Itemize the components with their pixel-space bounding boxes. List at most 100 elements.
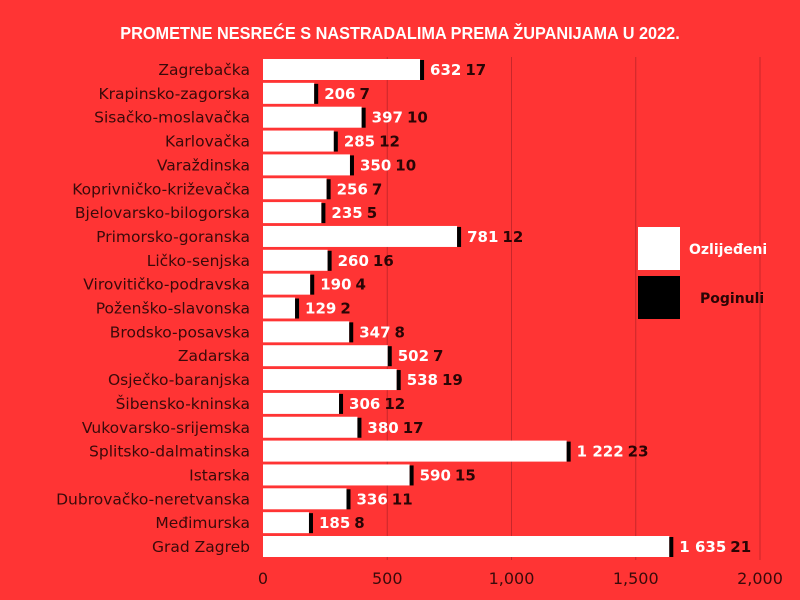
value-label-ozlijedeni: 260: [338, 252, 369, 270]
value-label-poginuli: 21: [730, 538, 751, 556]
value-label-poginuli: 7: [372, 180, 382, 198]
category-label: Vukovarsko-srijemska: [82, 419, 250, 437]
category-label: Sisačko-moslavačka: [94, 109, 250, 127]
bar-ozlijedeni: [263, 512, 309, 534]
category-label: Splitsko-dalmatinska: [89, 443, 250, 461]
x-tick-label: 1,000: [489, 569, 535, 588]
legend: Ozlijeđeni Poginuli: [638, 227, 767, 319]
value-label-ozlijedeni: 206: [324, 85, 355, 103]
bar-poginuli: [327, 250, 332, 271]
bar-ozlijedeni: [263, 464, 410, 486]
bar-poginuli: [321, 203, 326, 224]
category-label: Međimurska: [155, 514, 250, 532]
category-label: Grad Zagreb: [152, 538, 250, 556]
value-label-ozlijedeni: 781: [467, 228, 498, 246]
category-label: Ličko-senjska: [147, 252, 250, 270]
category-label: Istarska: [189, 466, 250, 484]
value-label-poginuli: 23: [628, 443, 649, 461]
legend-swatch-poginuli: [638, 276, 680, 319]
legend-label-ozlijedeni: Ozlijeđeni: [689, 242, 767, 258]
value-label-poginuli: 16: [373, 252, 394, 270]
bar-ozlijedeni: [263, 130, 334, 152]
value-label-poginuli: 17: [403, 419, 424, 437]
category-label: Dubrovačko-neretvanska: [56, 490, 250, 508]
value-label-poginuli: 19: [442, 371, 463, 389]
category-label: Brodsko-posavska: [110, 323, 250, 341]
bar-poginuli: [457, 226, 462, 247]
bar-ozlijedeni: [263, 154, 350, 176]
category-label: Varaždinska: [157, 156, 250, 174]
value-label-ozlijedeni: 1 635: [679, 538, 726, 556]
bar-ozlijedeni: [263, 178, 327, 200]
value-label-ozlijedeni: 256: [337, 180, 368, 198]
value-label-poginuli: 12: [502, 228, 523, 246]
legend-swatch-ozlijedeni: [638, 227, 680, 270]
category-labels: Zagrebačka Krapinsko-zagorska Sisačko-mosl…: [56, 61, 250, 556]
bar-poginuli: [295, 298, 300, 319]
bar-ozlijedeni: [263, 106, 362, 128]
bar-ozlijedeni: [263, 273, 311, 295]
bar-ozlijedeni: [263, 392, 340, 414]
category-label: Šibensko-kninska: [116, 394, 250, 413]
bar-poginuli: [420, 60, 425, 80]
category-label: Primorsko-goranska: [96, 228, 250, 246]
x-tick-label: 0: [258, 569, 268, 588]
value-label-poginuli: 10: [395, 156, 416, 174]
value-label-poginuli: 11: [392, 490, 413, 508]
bar-poginuli: [346, 489, 351, 510]
category-label: Koprivničko-križevačka: [72, 180, 250, 198]
value-label-ozlijedeni: 235: [331, 204, 362, 222]
bar-ozlijedeni: [263, 225, 458, 247]
value-label-poginuli: 4: [356, 276, 366, 294]
category-label: Zagrebačka: [158, 61, 250, 79]
value-label-poginuli: 7: [360, 85, 370, 103]
bar-ozlijedeni: [263, 249, 328, 271]
gridlines: [386, 57, 761, 560]
bar-poginuli: [349, 322, 354, 343]
bar-ozlijedeni: [263, 82, 315, 104]
bar-poginuli: [357, 417, 362, 438]
value-label-ozlijedeni: 538: [407, 371, 438, 389]
bar-poginuli: [349, 155, 354, 176]
bars: [263, 59, 674, 557]
bar-ozlijedeni: [263, 416, 358, 438]
value-label-poginuli: 8: [354, 514, 364, 532]
legend-label-poginuli: Poginuli: [700, 291, 764, 307]
x-tick-label: 1,500: [613, 569, 659, 588]
category-label: Virovitičko-podravska: [83, 276, 250, 294]
x-tick-label: 500: [372, 569, 403, 588]
value-label-poginuli: 17: [465, 61, 486, 79]
category-label: Osječko-baranjska: [108, 371, 250, 389]
bar-ozlijedeni: [263, 202, 322, 224]
value-label-ozlijedeni: 347: [359, 323, 390, 341]
bar-poginuli: [310, 274, 315, 295]
value-label-poginuli: 12: [384, 395, 405, 413]
bar-ozlijedeni: [263, 321, 350, 343]
category-label: Karlovačka: [165, 133, 250, 151]
value-label-ozlijedeni: 590: [420, 466, 451, 484]
value-label-poginuli: 8: [395, 323, 405, 341]
category-label: Zadarska: [178, 347, 250, 365]
bar-ozlijedeni: [263, 440, 567, 462]
value-label-ozlijedeni: 306: [349, 395, 380, 413]
value-label-ozlijedeni: 285: [344, 133, 375, 151]
bar-poginuli: [314, 83, 319, 104]
bar-ozlijedeni: [263, 536, 670, 557]
category-label: Bjelovarsko-bilogorska: [75, 204, 250, 222]
bar-poginuli: [308, 513, 313, 534]
category-label: Poženško-slavonska: [96, 300, 250, 318]
bar-ozlijedeni: [263, 59, 421, 80]
chart-title: PROMETNE NESREĆE S NASTRADALIMA PREMA ŽU…: [120, 23, 680, 43]
bar-poginuli: [361, 107, 366, 128]
value-label-poginuli: 15: [455, 466, 476, 484]
value-label-ozlijedeni: 185: [319, 514, 350, 532]
value-label-poginuli: 7: [433, 347, 443, 365]
bar-poginuli: [326, 179, 331, 200]
value-label-poginuli: 10: [407, 109, 428, 127]
value-label-ozlijedeni: 129: [305, 300, 336, 318]
value-label-ozlijedeni: 397: [372, 109, 403, 127]
value-label-ozlijedeni: 1 222: [577, 443, 624, 461]
bar-poginuli: [566, 441, 571, 462]
